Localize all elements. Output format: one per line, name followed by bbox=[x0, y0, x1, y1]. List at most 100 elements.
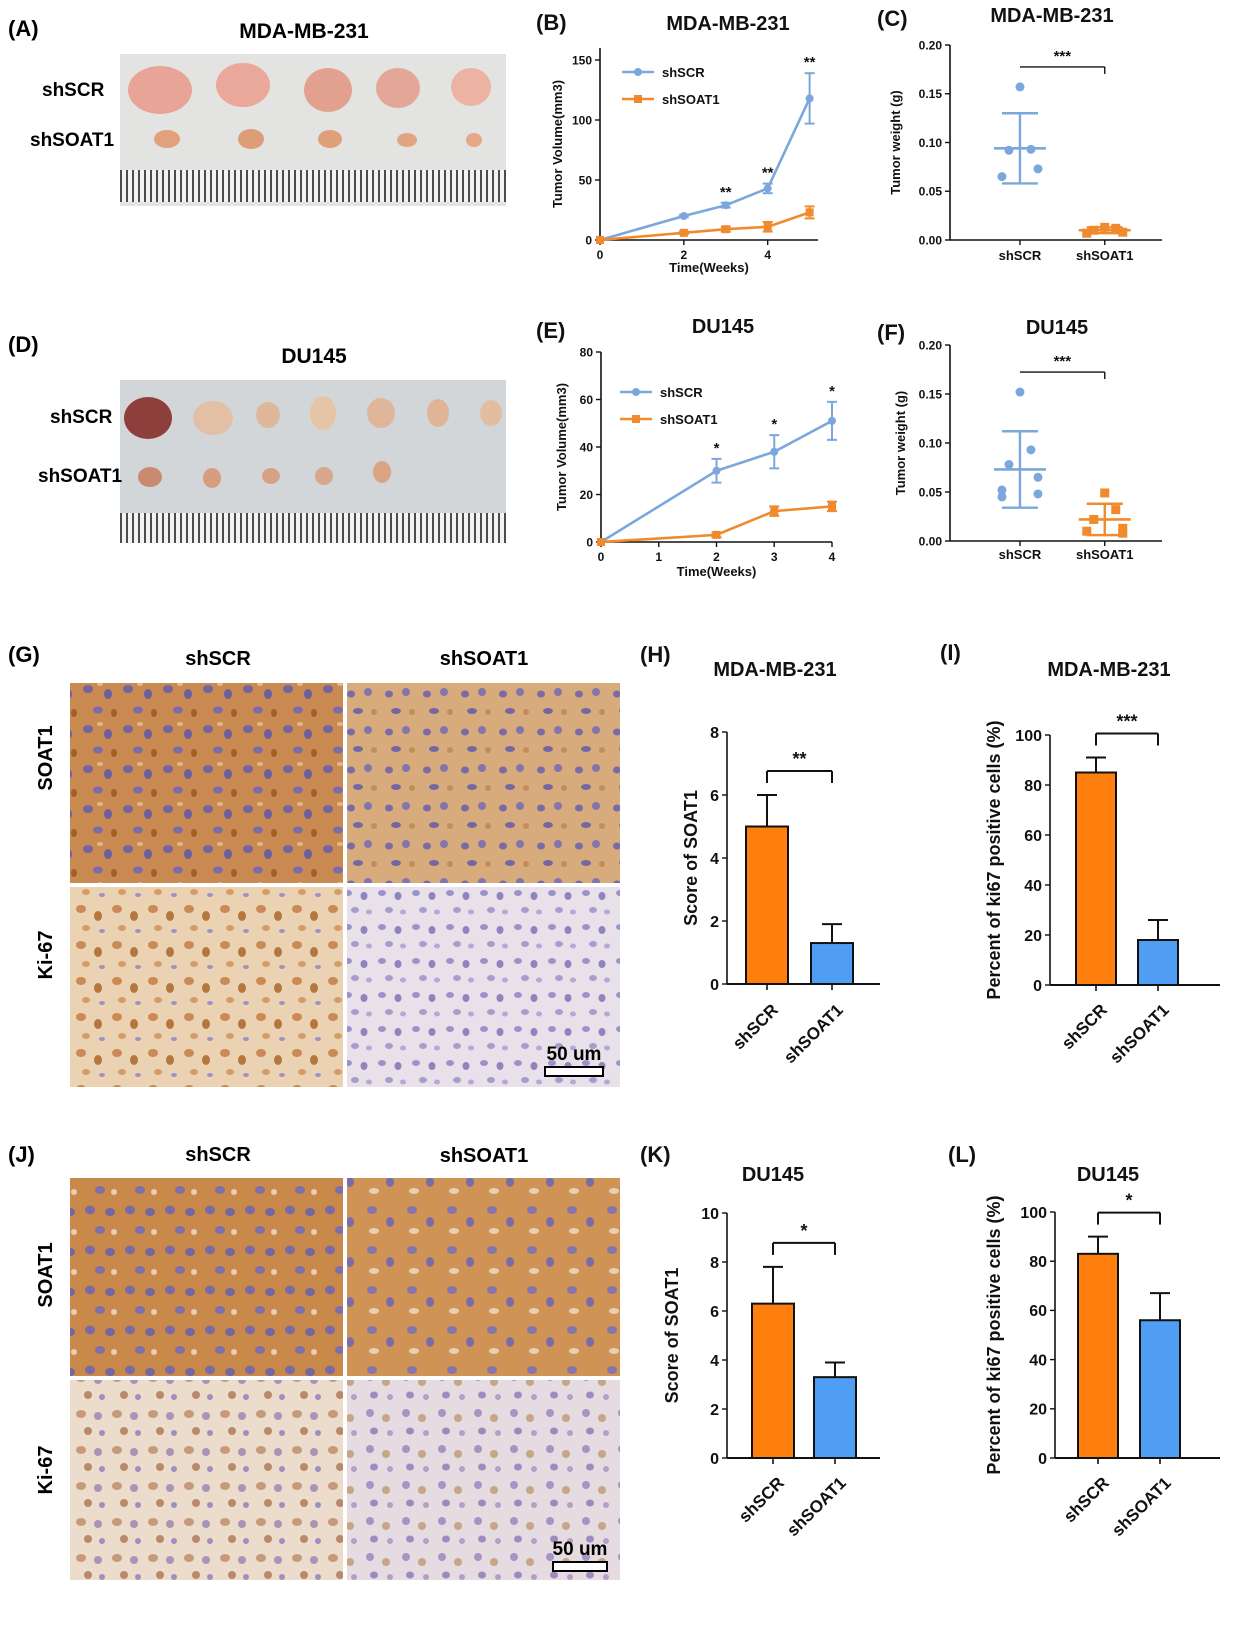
y-tick-label: 0 bbox=[585, 233, 592, 247]
panel-g-label: (G) bbox=[8, 642, 40, 667]
significance-mark: * bbox=[1125, 1191, 1132, 1211]
tumor-shscr bbox=[124, 397, 172, 439]
x-tick-label: 2 bbox=[681, 248, 688, 262]
row-label-shsoat1: shSOAT1 bbox=[38, 466, 123, 487]
column-label-shsoat1: shSOAT1 bbox=[440, 1145, 529, 1167]
data-point bbox=[1118, 523, 1128, 533]
data-point bbox=[712, 530, 721, 539]
category-label: shSCR bbox=[735, 1473, 788, 1526]
scatter-chart-c: (C) MDA-MB-231 0.00 0.05 0.10 0.15 0.20 Tumor w… bbox=[877, 5, 1162, 263]
y-tick-label: 0.20 bbox=[919, 338, 943, 352]
tumor-shscr bbox=[304, 68, 352, 112]
data-point bbox=[1015, 387, 1025, 397]
y-tick-label: 80 bbox=[1024, 778, 1042, 795]
tumor-shscr bbox=[256, 402, 280, 428]
panel-j-label: (J) bbox=[8, 1142, 35, 1167]
y-tick-label: 0 bbox=[710, 1451, 719, 1468]
y-tick-label: 0.00 bbox=[919, 534, 943, 548]
line-chart-e: (E) DU145 0 20 40 60 80 0 1 2 3 4 Time(Weeks) Tumor V… bbox=[536, 316, 837, 579]
tumor-shscr bbox=[310, 396, 336, 430]
bar bbox=[1137, 939, 1179, 986]
y-tick-label: 0.10 bbox=[919, 436, 943, 450]
chart-title: DU145 bbox=[742, 1164, 804, 1186]
data-point bbox=[596, 236, 604, 244]
panel-label: (I) bbox=[940, 640, 961, 665]
y-tick-label: 0.20 bbox=[919, 38, 943, 52]
panel-g: (G) shSCR shSOAT1 SOAT1 Ki-67 50 um bbox=[8, 642, 620, 1087]
data-point bbox=[712, 466, 721, 475]
bar bbox=[745, 825, 789, 985]
y-tick-label: 2 bbox=[710, 1402, 719, 1419]
y-tick-label: 0 bbox=[710, 977, 719, 994]
bar-group-shsoat1: shSOAT1 bbox=[780, 923, 854, 1067]
significance-mark: * bbox=[714, 440, 720, 457]
bar-chart-i: (I) MDA-MB-231 0 20 40 60 80 100 Percent of ki67… bbox=[940, 640, 1220, 1067]
panel-d: (D) DU145 shSCR shSOAT1 bbox=[8, 332, 506, 543]
y-tick-label: 10 bbox=[701, 1206, 719, 1223]
data-point bbox=[1100, 488, 1110, 498]
bar bbox=[810, 942, 854, 985]
row-label-shsoat1: shSOAT1 bbox=[30, 130, 115, 151]
y-tick-label: 80 bbox=[580, 345, 594, 359]
y-tick-label: 0.05 bbox=[919, 185, 943, 199]
data-point bbox=[1082, 228, 1092, 238]
y-axis-label: Score of SOAT1 bbox=[681, 790, 701, 926]
tumor-shsoat1 bbox=[238, 129, 264, 149]
bar bbox=[813, 1376, 857, 1460]
significance-mark: ** bbox=[804, 54, 816, 71]
series-line bbox=[600, 505, 833, 544]
panel-j: (J) shSCR shSOAT1 SOAT1 Ki-67 50 um bbox=[8, 1142, 620, 1580]
y-tick-label: 0.05 bbox=[919, 485, 943, 499]
tumor-shsoat1 bbox=[466, 133, 482, 147]
chart-title: DU145 bbox=[1077, 1164, 1139, 1186]
category-label: shSCR bbox=[999, 248, 1042, 263]
category-label: shSOAT1 bbox=[780, 1000, 847, 1067]
y-tick-label: 40 bbox=[1029, 1352, 1047, 1369]
x-tick-label: 1 bbox=[655, 550, 662, 564]
data-point bbox=[763, 222, 772, 231]
ihc-image-shscr-ki67 bbox=[70, 887, 343, 1087]
scatter-chart-f: (F) DU145 0.00 0.05 0.10 0.15 0.20 Tumor weight… bbox=[877, 317, 1162, 562]
legend-marker bbox=[632, 415, 640, 423]
y-tick-label: 150 bbox=[572, 53, 592, 67]
y-tick-label: 6 bbox=[710, 788, 719, 805]
y-tick-label: 50 bbox=[579, 173, 593, 187]
data-point bbox=[679, 212, 688, 220]
row-label-soat1: SOAT1 bbox=[35, 1242, 57, 1307]
significance-bracket: *** bbox=[1095, 712, 1159, 746]
category-label: shSCR bbox=[1058, 1000, 1111, 1053]
y-tick-label: 40 bbox=[1024, 878, 1042, 895]
data-point bbox=[1118, 227, 1128, 237]
tumor-shscr bbox=[193, 401, 233, 435]
x-tick-label: 3 bbox=[771, 550, 778, 564]
legend-marker bbox=[634, 68, 642, 76]
tumor-shsoat1 bbox=[397, 133, 417, 147]
y-axis-label: Tumor weight (g) bbox=[893, 391, 908, 495]
column-label-shsoat1: shSOAT1 bbox=[440, 648, 529, 670]
y-tick-label: 100 bbox=[1015, 728, 1042, 745]
row-label-shscr: shSCR bbox=[42, 80, 105, 101]
panel-a-label: (A) bbox=[8, 16, 39, 41]
tumor-shscr bbox=[128, 66, 192, 114]
legend-marker bbox=[634, 95, 642, 103]
tumor-shscr bbox=[427, 399, 449, 427]
panel-d-label: (D) bbox=[8, 332, 39, 357]
y-tick-label: 20 bbox=[1029, 1402, 1047, 1419]
ihc-image-shscr-soat1 bbox=[70, 1178, 343, 1376]
data-point bbox=[1089, 225, 1099, 235]
ruler bbox=[120, 170, 506, 202]
ihc-image-shsoat1-soat1 bbox=[347, 1178, 620, 1376]
data-point bbox=[828, 502, 836, 511]
legend-label: shSOAT1 bbox=[662, 92, 720, 107]
bar-group-shscr: shSCR bbox=[735, 1265, 795, 1526]
bar bbox=[1075, 771, 1117, 986]
bar bbox=[1139, 1319, 1181, 1459]
category-label: shSCR bbox=[1060, 1473, 1113, 1526]
chart-title: MDA-MB-231 bbox=[666, 13, 789, 35]
x-tick-label: 2 bbox=[713, 550, 720, 564]
significance-mark: ** bbox=[720, 184, 732, 201]
data-point bbox=[597, 538, 605, 546]
legend-label: shSOAT1 bbox=[660, 412, 718, 427]
